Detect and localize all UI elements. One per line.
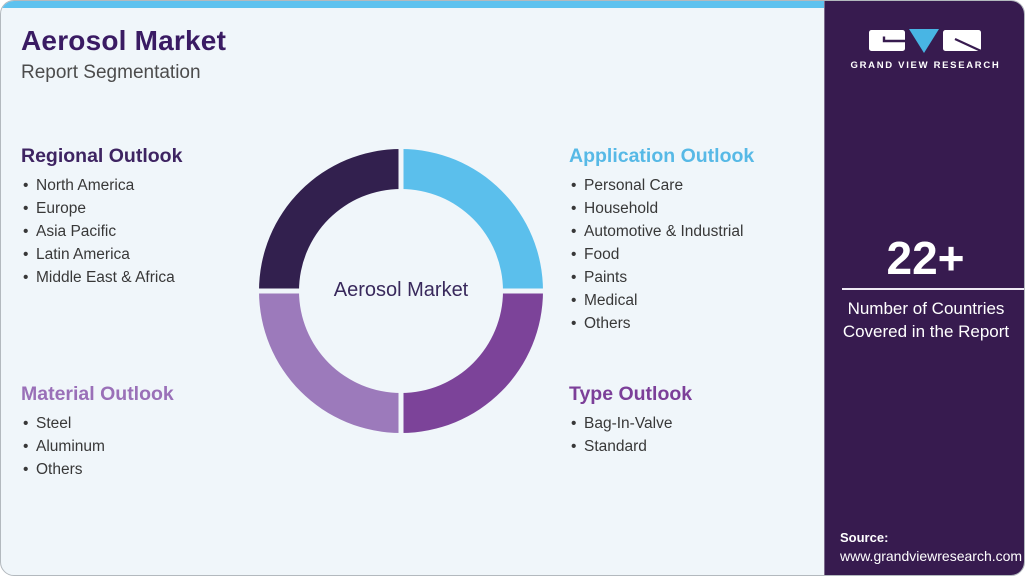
donut-segment-material: [259, 291, 401, 433]
section-material-outlook: Material Outlook Steel Aluminum Others: [21, 383, 283, 481]
list-item: Paints: [569, 266, 831, 289]
list-item: Others: [21, 458, 283, 481]
list-item: Asia Pacific: [21, 220, 283, 243]
list-item: Medical: [569, 289, 831, 312]
source-label: Source:: [840, 530, 889, 545]
list-item: Middle East & Africa: [21, 266, 283, 289]
list-item: Personal Care: [569, 174, 831, 197]
main-panel: Aerosol Market Report Segmentation Regio…: [1, 1, 824, 575]
section-type-outlook: Type Outlook Bag-In-Valve Standard: [569, 383, 831, 458]
donut-segment-regional: [259, 149, 401, 291]
countries-stat-value: 22+: [886, 232, 965, 284]
page-subtitle: Report Segmentation: [21, 62, 201, 83]
list-item: Latin America: [21, 243, 283, 266]
section-application-outlook: Application Outlook Personal Care Househ…: [569, 145, 831, 335]
source-block: Source: www.grandviewresearch.com: [840, 530, 1022, 564]
donut-chart: [256, 146, 546, 436]
logo-r-leg: [954, 38, 981, 52]
logo-g-notch: [882, 36, 905, 43]
type-list: Bag-In-Valve Standard: [569, 412, 831, 458]
countries-stat-label: Number of Countries Covered in the Repor…: [842, 299, 1010, 341]
brand-name: GRAND VIEW RESEARCH: [850, 60, 1001, 71]
source-url: www.grandviewresearch.com: [840, 548, 1023, 564]
list-item: Steel: [21, 412, 283, 435]
section-heading-application: Application Outlook: [569, 145, 755, 167]
donut-gap-horizontal: [256, 288, 546, 294]
material-list: Steel Aluminum Others: [21, 412, 283, 481]
list-item: Household: [569, 197, 831, 220]
list-item: Europe: [21, 197, 283, 220]
donut-segment-type: [401, 291, 543, 433]
list-item: Food: [569, 243, 831, 266]
application-list: Personal Care Household Automotive & Ind…: [569, 174, 831, 335]
page-title: Aerosol Market: [21, 25, 227, 56]
top-accent-strip: [1, 1, 824, 8]
section-heading-type: Type Outlook: [569, 383, 693, 405]
stat-divider: [842, 288, 1024, 290]
list-item: Bag-In-Valve: [569, 412, 831, 435]
logo-v-triangle: [908, 29, 939, 53]
list-item: Standard: [569, 435, 831, 458]
list-item: North America: [21, 174, 283, 197]
regional-list: North America Europe Asia Pacific Latin …: [21, 174, 283, 289]
list-item: Aluminum: [21, 435, 283, 458]
section-heading-material: Material Outlook: [21, 383, 174, 405]
list-item: Others: [569, 312, 831, 335]
section-regional-outlook: Regional Outlook North America Europe As…: [21, 145, 283, 289]
header: Aerosol Market Report Segmentation: [21, 25, 226, 84]
donut-center-label: Aerosol Market: [333, 279, 469, 301]
sidebar: GRAND VIEW RESEARCH 22+ Number of Countr…: [824, 1, 1024, 575]
brand-logo: GRAND VIEW RESEARCH: [825, 27, 1024, 71]
donut-segment-application: [401, 149, 543, 291]
section-heading-regional: Regional Outlook: [21, 145, 183, 167]
gvr-logo-icon: [868, 29, 981, 53]
list-item: Automotive & Industrial: [569, 220, 831, 243]
